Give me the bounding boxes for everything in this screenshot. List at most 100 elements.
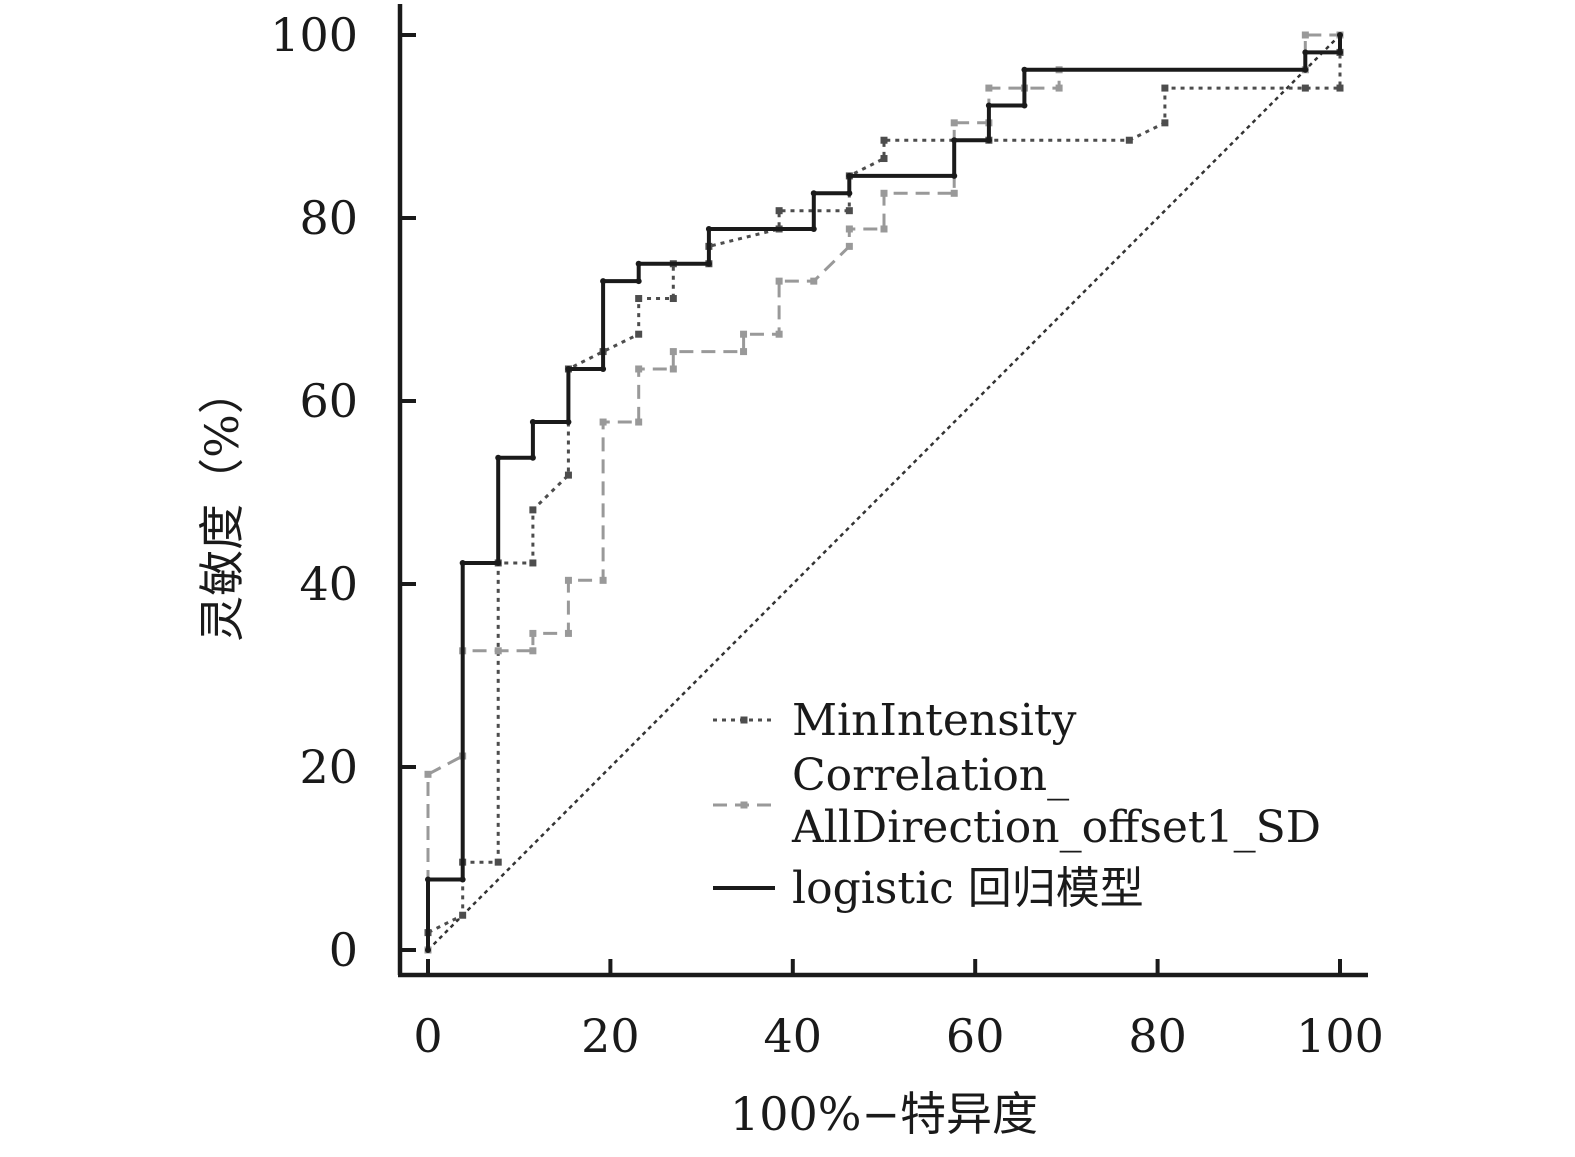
series-0-point — [880, 136, 888, 144]
series-2-point — [810, 190, 817, 197]
series-2-point — [1337, 49, 1343, 56]
series-2-point — [1021, 102, 1028, 109]
series-1-point — [950, 119, 958, 127]
x-tick-label: 60 — [946, 1009, 1005, 1063]
series-1-point — [669, 348, 677, 356]
legend-entry-0: MinIntensity — [713, 695, 1077, 746]
series-0-point — [529, 559, 537, 567]
series-2-point — [635, 260, 642, 267]
series-1-point — [775, 277, 783, 285]
series-2-point — [951, 172, 958, 179]
series-0-point — [635, 330, 643, 338]
series-2-point — [425, 876, 431, 883]
series-2-point — [600, 365, 607, 372]
series-1-point — [669, 365, 677, 373]
x-tick-label: 20 — [581, 1009, 640, 1063]
series-2-point — [951, 137, 958, 144]
legend-swatch-marker-1 — [740, 801, 748, 809]
series-2-point — [810, 225, 817, 232]
legend-swatch-marker-0 — [740, 716, 748, 724]
series-1-point — [1055, 84, 1063, 92]
series-1-point — [599, 576, 607, 584]
series-layer — [424, 31, 1344, 954]
y-tick-label: 100 — [270, 8, 358, 62]
series-0-point — [529, 506, 537, 514]
series-0-point — [1336, 84, 1344, 92]
y-tick-label: 80 — [299, 191, 358, 245]
x-tick-label: 100 — [1296, 1009, 1384, 1063]
series-line-2 — [426, 35, 1342, 950]
series-1-point — [529, 629, 537, 637]
series-2-point — [1337, 32, 1343, 38]
series-2-point — [1302, 49, 1309, 56]
series-1-point — [740, 348, 748, 356]
series-0-point — [880, 155, 888, 163]
series-2-point — [985, 137, 992, 144]
series-1-point — [564, 629, 572, 637]
x-tick-label: 0 — [413, 1009, 442, 1063]
series-1-point — [950, 189, 958, 197]
series-0-point — [1161, 119, 1169, 127]
series-2-point — [846, 190, 853, 197]
series-1-point — [529, 647, 537, 655]
series-2-point — [495, 559, 502, 566]
series-0-point — [494, 858, 502, 866]
series-2-point — [705, 225, 712, 232]
series-2-point — [425, 947, 431, 953]
series-2-point — [635, 278, 642, 285]
legend-label-0: MinIntensity — [792, 695, 1077, 746]
series-1-point — [740, 330, 748, 338]
series-2-point — [1302, 66, 1309, 73]
y-tick-label: 40 — [299, 557, 358, 611]
y-tick-label: 0 — [329, 923, 358, 977]
series-0-point — [459, 911, 467, 919]
series-1-point — [635, 365, 643, 373]
series-0-point — [669, 295, 677, 303]
series-2-point — [565, 419, 572, 426]
series-1-point — [424, 770, 432, 778]
series-2-point — [529, 419, 536, 426]
series-0-point — [845, 207, 853, 215]
series-1-point — [880, 189, 888, 197]
series-1-point — [810, 277, 818, 285]
series-1-point — [880, 225, 888, 233]
legend-label-1: AllDirection_offset1_SD — [791, 802, 1321, 853]
series-1-point — [494, 647, 502, 655]
legend-label-2: logistic 回归模型 — [792, 863, 1144, 914]
series-2-point — [529, 454, 536, 461]
series-1-point — [599, 418, 607, 426]
series-0-point — [1125, 136, 1133, 144]
series-1-point — [564, 576, 572, 584]
series-line-1 — [426, 33, 1340, 950]
series-1-point — [635, 418, 643, 426]
series-0-point — [635, 295, 643, 303]
axes-layer: 0 20 40 60 80 100 0 20 40 60 80 100 100%−特异度 灵敏度（%） — [195, 4, 1384, 1141]
y-axis-title: 灵敏度（%） — [195, 368, 249, 642]
x-tick-label: 40 — [764, 1009, 823, 1063]
series-2-point — [459, 876, 466, 883]
series-2-point — [459, 559, 466, 566]
legend-label-1: Correlation_ — [792, 750, 1069, 801]
x-axis-title: 100%−特异度 — [730, 1087, 1038, 1141]
series-2-point — [705, 260, 712, 267]
series-1-point — [1301, 31, 1309, 39]
legend: MinIntensityCorrelation_AllDirection_off… — [713, 695, 1321, 914]
series-1-point — [845, 225, 853, 233]
series-2 — [425, 32, 1343, 953]
series-1-point — [985, 84, 993, 92]
y-tick-label: 20 — [299, 740, 358, 794]
series-2-point — [600, 278, 607, 285]
series-2-point — [846, 172, 853, 179]
series-0-point — [1161, 84, 1169, 92]
series-2-point — [565, 365, 572, 372]
y-tick-label: 60 — [299, 374, 358, 428]
series-2-point — [1021, 66, 1028, 73]
legend-entry-2: logistic 回归模型 — [713, 863, 1144, 914]
series-0-point — [1301, 84, 1309, 92]
series-2-point — [495, 454, 502, 461]
series-1-point — [845, 242, 853, 250]
x-tick-label: 80 — [1128, 1009, 1187, 1063]
series-0-point — [564, 471, 572, 479]
series-2-point — [985, 102, 992, 109]
